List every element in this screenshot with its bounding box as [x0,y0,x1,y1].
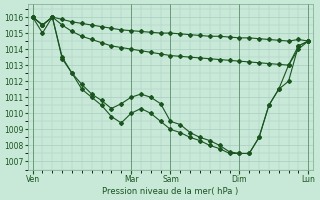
X-axis label: Pression niveau de la mer( hPa ): Pression niveau de la mer( hPa ) [102,187,239,196]
